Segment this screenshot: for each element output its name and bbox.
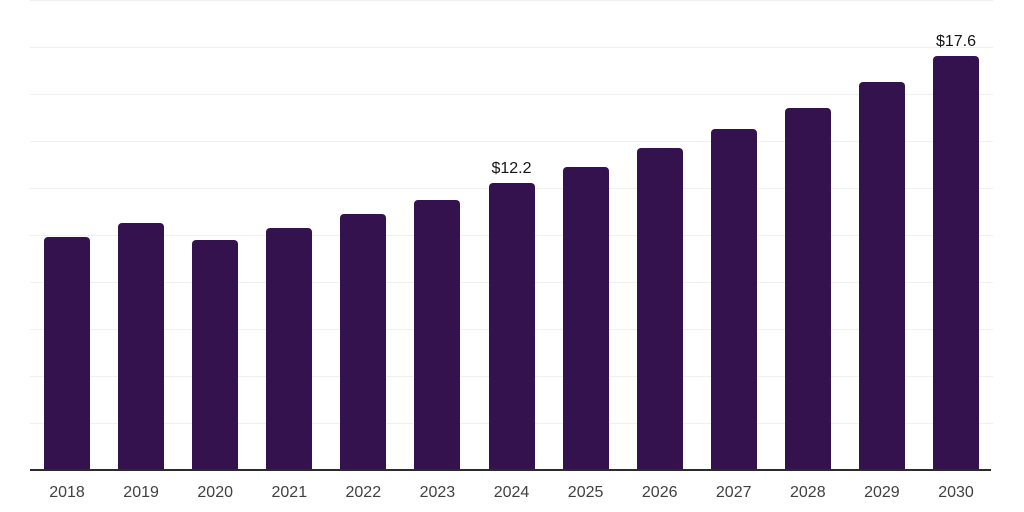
bar-2029 [858, 82, 905, 471]
x-tick-label-2019: 2019 [123, 484, 159, 501]
bar-2026 [636, 148, 683, 470]
x-tick-label-2022: 2022 [345, 484, 382, 501]
gridline [30, 0, 993, 1]
bar-2019 [118, 223, 165, 471]
bar-2020 [192, 239, 239, 470]
bar-2018 [44, 237, 90, 470]
value-label-2030: $17.6 [935, 33, 977, 51]
x-tick-label-2026: 2026 [641, 484, 678, 501]
x-tick-label-2023: 2023 [419, 484, 456, 501]
bar-2022 [340, 213, 387, 470]
bar-2024 [488, 183, 535, 470]
bar-2025 [562, 166, 609, 470]
x-tick-label-2027: 2027 [715, 484, 752, 501]
bar-2028 [784, 108, 831, 470]
x-tick-label-2028: 2028 [790, 484, 826, 501]
value-label-2024: $12.2 [491, 160, 532, 178]
x-tick-label-2029: 2029 [864, 484, 900, 501]
x-tick-label-2018: 2018 [49, 484, 85, 501]
bar-2021 [266, 227, 313, 470]
bar-2027 [710, 129, 757, 471]
x-tick-label-2020: 2020 [197, 484, 233, 501]
gridline [30, 94, 993, 95]
bar-2023 [414, 199, 461, 471]
gridline [30, 141, 993, 142]
gridline [30, 47, 993, 48]
x-tick-label-2030: 2030 [938, 484, 974, 501]
x-tick-label-2025: 2025 [567, 484, 604, 501]
x-tick-label-2021: 2021 [271, 484, 308, 501]
x-axis-line [30, 469, 991, 471]
bar-2030 [933, 56, 979, 470]
x-tick-label-2024: 2024 [493, 484, 530, 501]
